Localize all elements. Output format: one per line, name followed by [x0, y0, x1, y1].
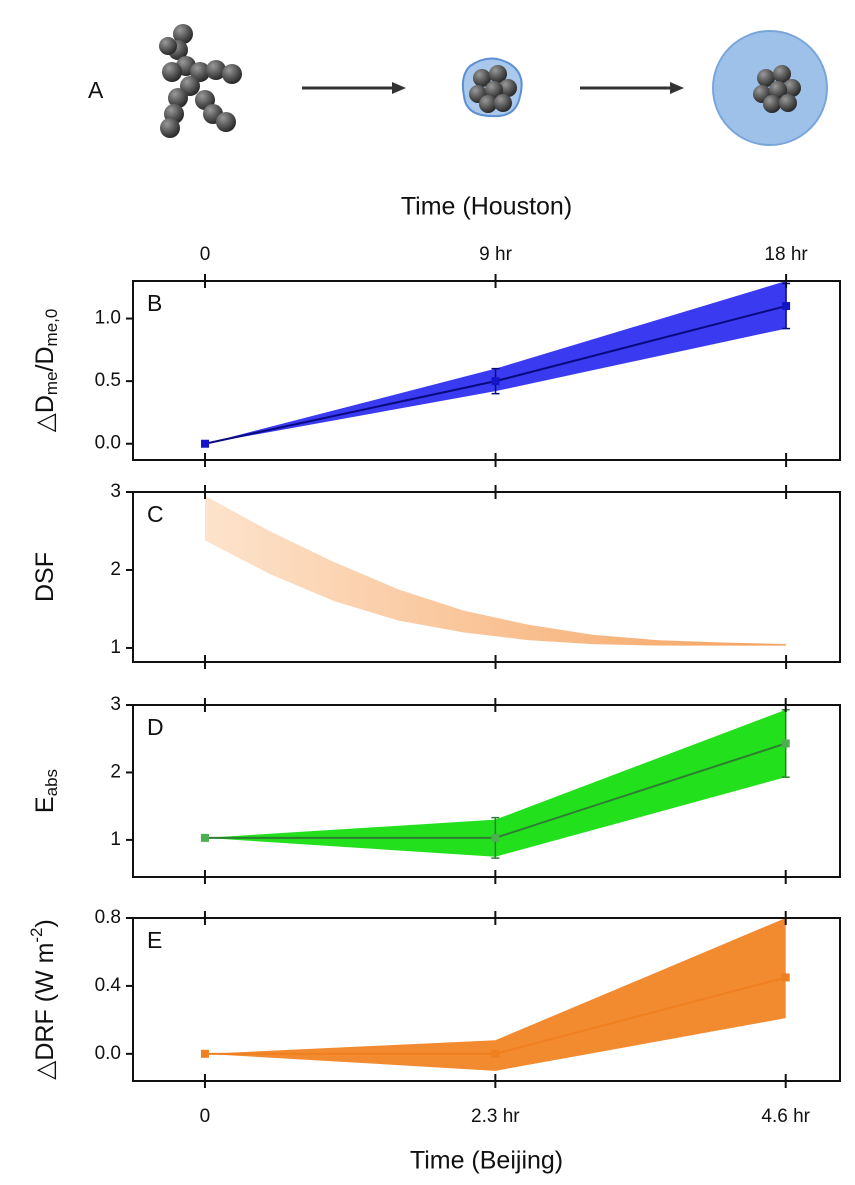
y-tick-label: 0.4	[95, 975, 122, 996]
data-point	[200, 833, 209, 842]
x-tick-label: 0	[200, 1106, 211, 1127]
uncertainty-band	[204, 281, 787, 444]
y-tick-label: 0.5	[95, 370, 121, 391]
y-axis-title-part: -2	[27, 927, 46, 942]
y-tick-label: 0.0	[95, 1043, 121, 1064]
data-point	[491, 377, 500, 386]
panel-label: B	[147, 290, 162, 316]
y-axis-title: Eabs	[31, 769, 62, 813]
fractal-aggregate	[159, 24, 242, 138]
coated-aggregate	[461, 57, 523, 118]
x-axis-title: Time (Houston)	[401, 193, 572, 221]
panel-label: A	[88, 77, 104, 103]
plot-frame	[132, 491, 841, 663]
plot-frame	[132, 280, 841, 461]
panel: 0.0 0.5 1.0 0 9 hr 18 hr Time (Houston) B △Dme/D…	[31, 193, 841, 467]
data-point	[200, 439, 209, 448]
panel: 0.0 0.4 0.8 0 2.3 hr 4.6 hr Time (Beijing) E △DR…	[27, 907, 841, 1175]
y-tick-label: 2	[110, 559, 121, 580]
y-tick-label: 1	[110, 829, 121, 850]
y-axis-title-part: △D	[31, 395, 59, 432]
y-tick-label: 0.0	[95, 433, 121, 454]
y-axis-title-part: △DRF (W m	[31, 943, 59, 1080]
data-point	[781, 973, 790, 982]
uncertainty-band	[204, 918, 786, 1071]
y-axis-title: △Dme/Dme,0	[31, 309, 62, 433]
y-axis-title: DSF	[31, 552, 59, 602]
data-point	[781, 739, 790, 748]
panel: 1 2 3 D Eabs	[31, 694, 841, 884]
x-tick-label: 18 hr	[764, 244, 808, 265]
arrow	[302, 82, 406, 94]
data-point	[491, 833, 500, 842]
y-axis-title-part: E	[31, 796, 59, 813]
x-tick-label: 2.3 hr	[471, 1106, 520, 1127]
panel-label: D	[147, 714, 164, 740]
panel-label: E	[147, 927, 162, 953]
plot-frame	[132, 704, 841, 878]
arrow	[580, 82, 684, 94]
y-tick-label: 2	[110, 761, 121, 782]
x-tick-label: 4.6 hr	[761, 1106, 810, 1127]
data-point	[782, 302, 791, 311]
y-axis-title-part: /D	[31, 346, 59, 371]
data-point	[200, 1049, 209, 1058]
y-axis-title-part: me	[42, 371, 61, 395]
thick-coated-aggregate	[712, 30, 828, 146]
uncertainty-band	[204, 495, 787, 646]
data-point	[491, 1049, 500, 1058]
y-axis-title-part: abs	[42, 769, 61, 796]
x-tick-label: 0	[200, 244, 211, 265]
y-tick-label: 1.0	[95, 308, 121, 329]
y-axis-title-part: )	[31, 919, 59, 927]
y-tick-label: 1	[110, 637, 121, 658]
x-axis-title: Time (Beijing)	[410, 1147, 563, 1175]
panel: 1 2 3 C DSF	[31, 481, 841, 669]
y-axis-title-part: me,0	[42, 309, 61, 347]
panel-label: C	[147, 501, 164, 527]
y-tick-label: 0.8	[95, 907, 121, 928]
y-tick-label: 3	[110, 481, 121, 502]
y-tick-label: 3	[110, 694, 121, 715]
y-axis-title: △DRF (W m-2)	[27, 919, 58, 1080]
y-axis-title-part: DSF	[31, 552, 59, 602]
plot-frame	[132, 917, 841, 1082]
panel-a: A	[88, 24, 828, 146]
x-tick-label: 9 hr	[479, 244, 512, 265]
